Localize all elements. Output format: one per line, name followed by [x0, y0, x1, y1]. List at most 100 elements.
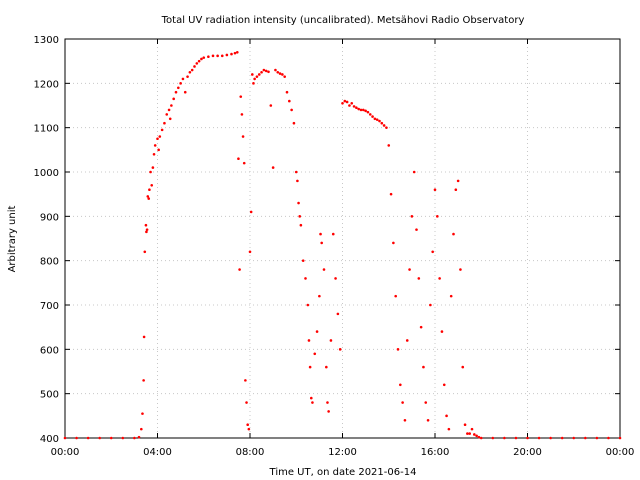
- data-point: [319, 232, 322, 236]
- x-tick-label: 04:00: [143, 447, 172, 458]
- data-point: [514, 436, 518, 440]
- data-point: [140, 427, 143, 431]
- data-point: [440, 330, 444, 333]
- data-point: [396, 348, 400, 351]
- data-point: [373, 117, 377, 121]
- data-point: [292, 121, 296, 125]
- data-point: [445, 414, 448, 418]
- data-point: [163, 121, 166, 125]
- y-tick-label: 1000: [34, 168, 59, 179]
- data-point: [146, 195, 150, 198]
- data-point: [473, 433, 476, 436]
- data-point: [237, 157, 240, 160]
- data-point: [98, 436, 101, 440]
- data-point: [151, 166, 155, 169]
- y-tick-label: 900: [40, 212, 59, 223]
- data-point: [309, 396, 313, 400]
- data-point: [230, 52, 233, 56]
- data-point: [364, 109, 367, 113]
- data-point: [147, 197, 151, 200]
- data-point: [153, 144, 157, 147]
- data-point: [63, 436, 67, 440]
- data-point: [368, 113, 372, 116]
- y-tick-label: 1300: [34, 35, 59, 46]
- data-point: [403, 418, 407, 422]
- data-point: [257, 73, 261, 76]
- data-point: [419, 325, 423, 329]
- chart-title: Total UV radiation intensity (uncalibrat…: [161, 15, 525, 26]
- data-point: [252, 82, 255, 85]
- data-point: [306, 303, 310, 307]
- data-point: [247, 427, 251, 431]
- data-point: [329, 339, 333, 342]
- data-point: [255, 75, 259, 78]
- data-point: [220, 54, 224, 58]
- data-point: [366, 110, 370, 114]
- data-point: [156, 137, 159, 141]
- data-point: [315, 330, 319, 333]
- data-point: [355, 106, 358, 110]
- data-point: [336, 312, 340, 316]
- data-point: [158, 135, 162, 138]
- data-point: [165, 113, 169, 116]
- data-point: [424, 401, 428, 404]
- data-point: [325, 365, 328, 369]
- data-point: [572, 436, 576, 440]
- x-tick-label: 12:00: [328, 447, 357, 458]
- data-point: [304, 277, 307, 280]
- data-point: [549, 436, 552, 440]
- data-point: [466, 432, 469, 435]
- data-point: [242, 161, 246, 165]
- data-point: [109, 436, 113, 440]
- data-points: [63, 51, 622, 440]
- data-point: [244, 379, 247, 382]
- y-tick-label: 1200: [34, 79, 59, 90]
- data-point: [433, 188, 437, 192]
- data-point: [211, 54, 215, 58]
- data-point: [417, 277, 421, 280]
- data-point: [197, 59, 201, 63]
- data-point: [338, 348, 342, 351]
- data-point: [311, 401, 314, 404]
- data-point: [245, 401, 248, 404]
- x-tick-label: 16:00: [421, 447, 450, 458]
- data-point: [285, 90, 289, 94]
- data-point: [560, 436, 564, 440]
- y-tick-label: 700: [40, 301, 59, 312]
- data-point: [288, 99, 291, 103]
- data-point: [276, 70, 280, 74]
- data-point: [378, 119, 381, 123]
- data-point: [186, 75, 189, 78]
- x-tick-label: 20:00: [513, 447, 542, 458]
- data-point: [412, 170, 416, 174]
- data-point: [456, 179, 460, 183]
- data-point: [449, 294, 453, 298]
- data-point: [195, 62, 199, 65]
- y-tick-label: 600: [40, 345, 59, 356]
- data-point: [350, 101, 354, 105]
- data-point: [595, 436, 599, 440]
- data-point: [216, 54, 219, 58]
- data-point: [167, 108, 171, 112]
- y-tick-label: 1100: [34, 124, 59, 135]
- data-point: [422, 365, 425, 369]
- data-point: [313, 352, 317, 356]
- data-point: [133, 436, 136, 440]
- y-tick-label: 800: [40, 257, 59, 268]
- data-point: [294, 170, 298, 174]
- x-axis-title: Time UT, on date 2021-06-14: [269, 467, 417, 478]
- data-point: [121, 436, 125, 440]
- data-point: [371, 115, 374, 118]
- data-point: [150, 184, 154, 187]
- data-point: [264, 69, 268, 73]
- data-point: [157, 148, 160, 152]
- data-point: [141, 412, 144, 415]
- data-point: [177, 86, 180, 90]
- data-point: [436, 215, 439, 218]
- data-point: [454, 188, 458, 192]
- y-tick-label: 400: [40, 434, 59, 445]
- data-point: [348, 104, 351, 107]
- data-point: [318, 294, 321, 298]
- data-point: [343, 99, 347, 103]
